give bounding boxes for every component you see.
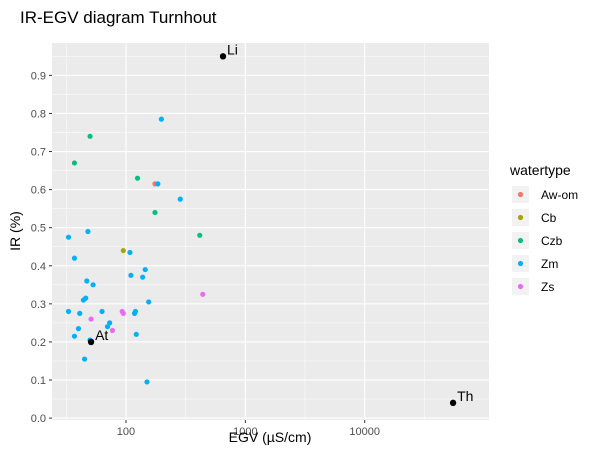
data-point-zs (88, 316, 94, 322)
data-point-zm (75, 326, 82, 332)
x-tick-label: 100 (117, 426, 135, 438)
data-point-zm (177, 196, 183, 202)
y-tick-label: 0.0 (31, 413, 46, 425)
annotation-label: Th (457, 388, 473, 404)
y-axis-ticks: 0.0 0.1 0.2 0.3 0.4 0.5 0.6 0.7 0.8 0.9 (31, 70, 52, 425)
data-points (65, 116, 206, 385)
minor-gridlines (52, 43, 489, 420)
legend-item-label: Zm (541, 257, 558, 271)
y-tick-label: 0.4 (31, 261, 46, 273)
data-point-zm (85, 228, 91, 235)
annotation-label: At (95, 327, 108, 343)
data-point-zm (90, 282, 96, 288)
data-point-zm (142, 266, 148, 273)
data-point-czb (152, 209, 158, 216)
annotations: Li At Th (87, 41, 473, 407)
x-axis-title: EGV (µS/cm) (229, 429, 312, 445)
y-tick-label: 0.3 (31, 299, 46, 311)
data-point-zm (104, 324, 111, 330)
data-point-zm (83, 295, 89, 301)
annotation-point (219, 53, 227, 60)
data-point-zs (109, 327, 116, 334)
legend-key (517, 260, 524, 267)
data-point-zm (65, 234, 72, 240)
data-point-zm (133, 331, 139, 337)
y-tick-label: 0.8 (31, 108, 46, 120)
chart-title: IR-EGV diagram Turnhout (20, 8, 217, 27)
data-point-czb (71, 160, 78, 166)
data-point-zm (144, 379, 150, 385)
data-point-zm (146, 299, 152, 305)
data-point-czb (134, 175, 141, 181)
data-point-czb (87, 133, 93, 139)
data-point-zs (200, 291, 206, 297)
data-point-zm (71, 333, 78, 339)
legend-item-label: Zs (541, 280, 554, 294)
x-tick-label: 1000 (233, 426, 257, 438)
data-point-zm (77, 310, 83, 316)
major-gridlines (52, 43, 489, 420)
legend: watertype Aw-om Cb Czb Zm Zs (509, 162, 578, 295)
y-tick-label: 0.2 (31, 337, 46, 349)
legend-item-label: Cb (541, 211, 557, 225)
legend-key (517, 237, 524, 244)
x-axis-ticks: 100 1000 10000 (117, 420, 380, 438)
data-point-zm (140, 274, 146, 280)
y-tick-label: 0.7 (31, 147, 46, 159)
y-tick-label: 0.5 (31, 223, 46, 235)
data-point-zm (84, 278, 90, 284)
legend-item-label: Czb (541, 234, 563, 248)
data-point-zm (128, 272, 134, 278)
plot-panel (52, 43, 489, 420)
y-tick-label: 0.1 (31, 375, 46, 387)
legend-key (517, 191, 524, 198)
x-tick-label: 10000 (349, 426, 380, 438)
data-point-zm (127, 249, 133, 256)
legend-key (517, 214, 524, 221)
data-point-zm (65, 308, 72, 315)
y-axis-title: IR (%) (7, 211, 23, 251)
data-point-czb (197, 232, 203, 238)
data-point-zm (99, 308, 105, 315)
data-point-zm (158, 116, 164, 122)
annotation-point (87, 338, 95, 346)
data-point-zs (120, 310, 126, 316)
data-point-zm (81, 356, 88, 362)
data-point-cb (120, 247, 126, 254)
data-point-zm (107, 320, 113, 326)
annotation-point (449, 399, 457, 407)
y-tick-label: 0.9 (31, 70, 46, 82)
annotation-label: Li (227, 41, 238, 57)
legend-item-label: Aw-om (541, 188, 578, 202)
y-tick-label: 0.6 (31, 185, 46, 197)
data-point-zm (132, 308, 139, 315)
legend-key (517, 283, 524, 290)
data-point-zm (155, 181, 161, 187)
data-point-zm (71, 255, 78, 261)
legend-title: watertype (509, 162, 571, 178)
